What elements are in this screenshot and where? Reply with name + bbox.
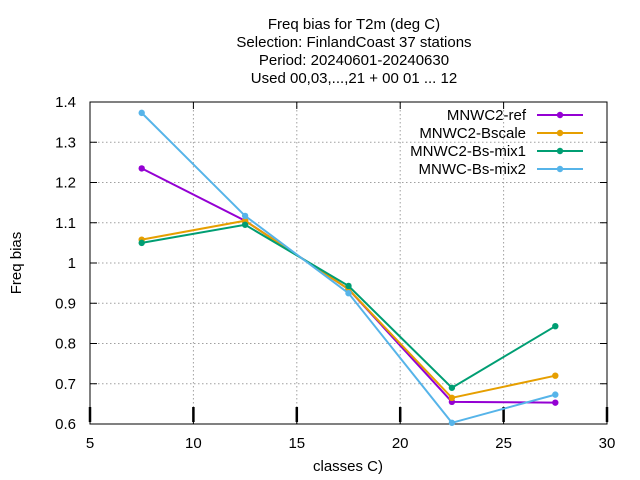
series-lines — [138, 109, 559, 426]
y-axis-label: Freq bias — [8, 232, 25, 295]
data-point — [345, 282, 352, 290]
data-point — [448, 419, 456, 426]
data-point — [552, 372, 559, 379]
data-point — [138, 109, 145, 117]
y-tick-label: 1.3 — [55, 134, 76, 151]
title-line-1: Selection: FinlandCoast 37 stations — [236, 34, 471, 51]
legend-label: MNWC2-ref — [447, 107, 527, 124]
x-tick-label: 30 — [599, 435, 616, 452]
chart-title: Freq bias for T2m (deg C)Selection: Finl… — [236, 16, 471, 87]
data-point — [552, 322, 559, 330]
series-MNWC2-Bs-mix1 — [138, 221, 559, 391]
legend-marker — [556, 165, 564, 173]
data-point — [552, 399, 559, 406]
class-markers — [88, 407, 609, 422]
grid — [90, 102, 607, 424]
x-tick-label: 15 — [288, 435, 305, 452]
y-tick-label: 1 — [68, 255, 76, 272]
data-point — [138, 239, 145, 247]
series-line — [141, 219, 556, 399]
x-axis-label: classes C) — [313, 458, 383, 475]
data-point — [241, 212, 249, 220]
series-MNWC2-Bscale — [138, 217, 559, 402]
legend-marker — [556, 111, 564, 119]
y-tick-label: 0.7 — [55, 376, 76, 393]
title-line-2: Period: 20240601-20240630 — [259, 52, 449, 69]
axis-ticks: 0.6 0.7 0.8 0.9 1 1.1 1.2 1.3 1.4 5 10 15 20 25 30 — [55, 94, 615, 452]
data-point — [448, 384, 456, 391]
data-point — [241, 221, 249, 228]
x-tick-label: 5 — [86, 435, 94, 452]
data-point — [448, 394, 456, 402]
x-tick-label: 25 — [495, 435, 512, 452]
legend-label: MNWC-Bs-mix2 — [419, 161, 526, 178]
legend-label: MNWC2-Bs-mix1 — [410, 143, 526, 160]
data-point — [552, 391, 559, 398]
plot-frame — [89, 101, 608, 425]
title-line-0: Freq bias for T2m (deg C) — [268, 16, 440, 33]
y-tick-label: 1.2 — [55, 175, 76, 192]
y-tick-label: 0.9 — [55, 295, 76, 312]
legend: MNWC2-refMNWC2-BscaleMNWC2-Bs-mix1MNWC-B… — [410, 107, 583, 178]
x-tick-label: 20 — [392, 435, 409, 452]
data-point — [138, 165, 145, 172]
series-MNWC-Bs-mix2 — [138, 109, 559, 426]
legend-label: MNWC2-Bscale — [419, 125, 526, 142]
series-line — [141, 223, 556, 390]
title-line-3: Used 00,03,...,21 + 00 01 ... 12 — [251, 70, 457, 87]
y-tick-label: 0.6 — [55, 416, 76, 433]
legend-marker — [556, 129, 564, 137]
x-tick-label: 10 — [185, 435, 202, 452]
y-tick-label: 1.4 — [55, 94, 76, 111]
y-tick-label: 1.1 — [55, 215, 76, 232]
y-tick-label: 0.8 — [55, 336, 76, 353]
data-point — [345, 289, 352, 297]
legend-marker — [556, 147, 564, 155]
